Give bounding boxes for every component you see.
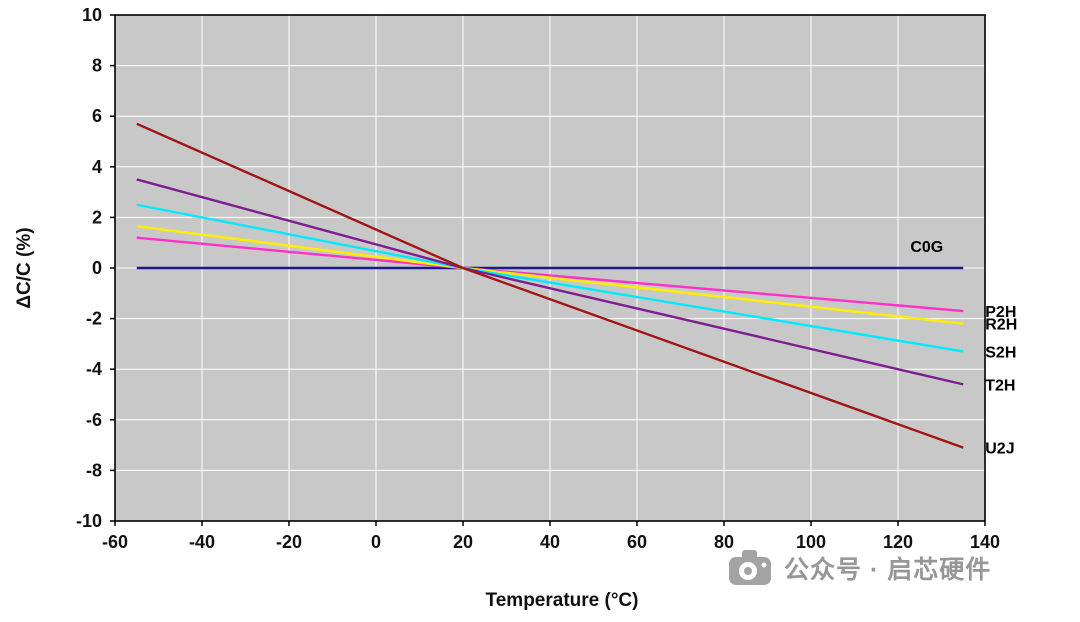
series-label-c0g: C0G bbox=[910, 239, 943, 256]
y-tick-label: -6 bbox=[86, 410, 102, 430]
x-tick-label: 80 bbox=[714, 532, 734, 552]
y-tick-label: 0 bbox=[92, 258, 102, 278]
y-tick-label: -10 bbox=[76, 511, 102, 531]
series-label-s2h: S2H bbox=[985, 344, 1016, 361]
y-tick-label: 8 bbox=[92, 56, 102, 76]
y-tick-label: 10 bbox=[82, 5, 102, 25]
x-tick-label: 120 bbox=[883, 532, 913, 552]
series-label-t2h: T2H bbox=[985, 377, 1015, 394]
x-tick-label: 60 bbox=[627, 532, 647, 552]
x-tick-label: 20 bbox=[453, 532, 473, 552]
x-tick-label: 140 bbox=[970, 532, 1000, 552]
y-tick-label: 4 bbox=[92, 157, 102, 177]
series-label-r2h: R2H bbox=[985, 317, 1017, 334]
x-tick-label: 0 bbox=[371, 532, 381, 552]
x-tick-label: -20 bbox=[276, 532, 302, 552]
y-tick-label: 6 bbox=[92, 106, 102, 126]
y-tick-label: -4 bbox=[86, 359, 102, 379]
series-line-u2j bbox=[136, 122, 964, 449]
watermark: 公众号 · 启芯硬件 bbox=[726, 546, 991, 590]
x-tick-label: 40 bbox=[540, 532, 560, 552]
series-label-u2j: U2J bbox=[985, 441, 1014, 458]
y-tick-label: -8 bbox=[86, 460, 102, 480]
y-tick-label: -2 bbox=[86, 309, 102, 329]
series-label-p2h: P2H bbox=[985, 304, 1016, 321]
x-tick-label: 100 bbox=[796, 532, 826, 552]
x-axis-title: Temperature (°C) bbox=[486, 590, 639, 611]
y-axis-title: ΔC/C (%) bbox=[14, 227, 35, 308]
camera-logo-icon bbox=[729, 550, 771, 585]
y-tick-label: 2 bbox=[92, 207, 102, 227]
x-tick-label: -40 bbox=[189, 532, 215, 552]
watermark-text: 公众号 · 启芯硬件 bbox=[784, 556, 992, 584]
x-tick-label: -60 bbox=[102, 532, 128, 552]
